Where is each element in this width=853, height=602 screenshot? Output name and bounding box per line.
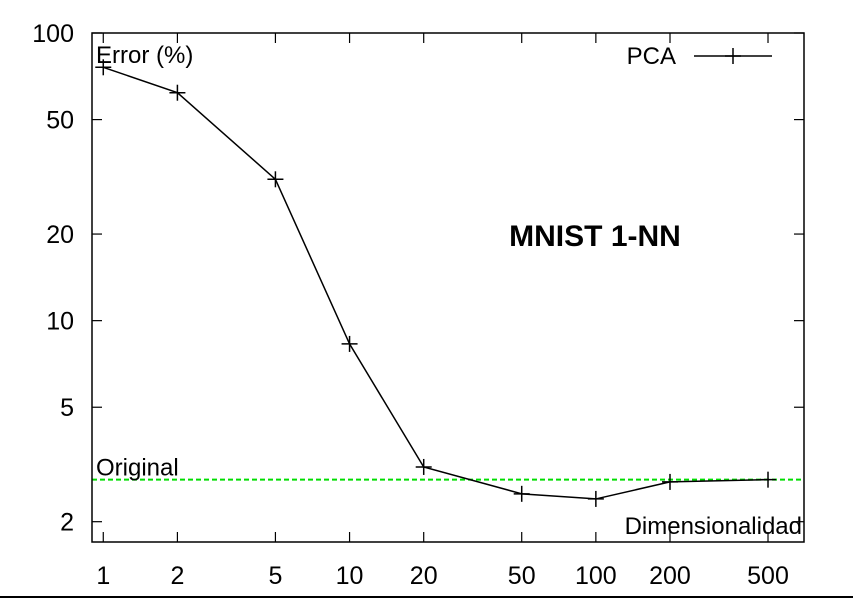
x-tick-labels: 1 2 5 10 20 50 100 200 500 [96, 562, 789, 590]
x-tick-label: 100 [575, 562, 617, 590]
data-point [760, 471, 777, 488]
x-tick-label: 20 [410, 562, 438, 590]
x-tick-label: 5 [268, 562, 282, 590]
bottom-rule [0, 596, 853, 598]
data-point [95, 59, 112, 76]
y-tick-label: 20 [46, 221, 74, 249]
reference-line-label: Original [96, 455, 179, 482]
legend-marker-pca [725, 48, 741, 64]
x-axis-label: Dimensionalidad [625, 513, 802, 540]
axis-ticks [92, 32, 804, 542]
y-axis-label: Error (%) [96, 42, 193, 69]
y-tick-labels: 2 5 10 20 50 100 [32, 20, 74, 537]
data-point [587, 490, 604, 507]
y-tick-label: 100 [32, 20, 74, 48]
x-tick-label: 2 [170, 562, 184, 590]
chart-title: MNIST 1-NN [509, 220, 681, 253]
data-point [169, 84, 186, 101]
x-tick-label: 50 [508, 562, 536, 590]
y-tick-label: 5 [60, 394, 74, 422]
data-point [341, 335, 358, 352]
y-tick-label: 50 [46, 107, 74, 135]
data-point [661, 473, 678, 490]
x-tick-label: 500 [747, 562, 789, 590]
series-line-pca [103, 66, 769, 500]
y-tick-label: 2 [60, 509, 74, 537]
x-tick-label: 10 [336, 562, 364, 590]
y-tick-label: 10 [46, 308, 74, 336]
data-point [513, 485, 530, 502]
data-point [267, 171, 284, 188]
x-tick-label: 1 [96, 562, 110, 590]
plot-frame [91, 32, 805, 543]
legend: PCA [627, 43, 772, 70]
data-point [415, 458, 432, 475]
series-markers [95, 59, 777, 507]
legend-label-pca: PCA [627, 43, 676, 70]
x-tick-label: 200 [649, 562, 691, 590]
